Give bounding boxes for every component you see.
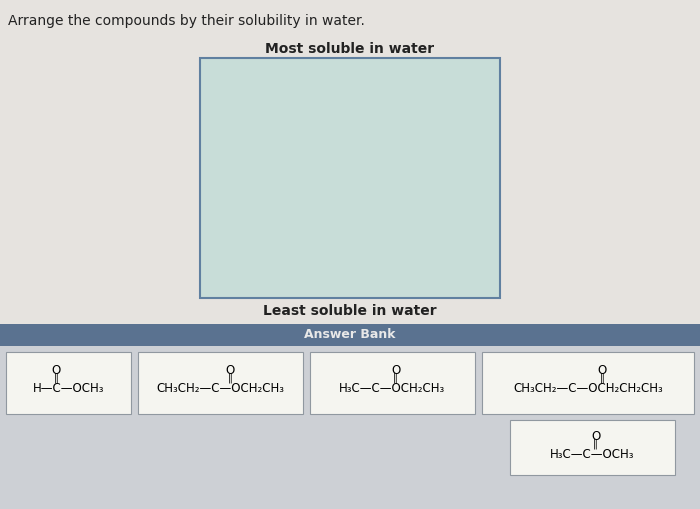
Bar	[6, 352, 131, 414]
Text: CH₃CH₂—C—OCH₂CH₃: CH₃CH₂—C—OCH₂CH₃	[157, 382, 284, 395]
Text: Least soluble in water: Least soluble in water	[263, 304, 437, 318]
Bar	[138, 352, 303, 414]
Bar	[0, 324, 700, 346]
Text: CH₃CH₂—C—OCH₂CH₂CH₃: CH₃CH₂—C—OCH₂CH₂CH₃	[513, 382, 663, 395]
Text: O: O	[226, 363, 235, 377]
Text: ‖: ‖	[593, 438, 598, 449]
Text: Most soluble in water: Most soluble in water	[265, 42, 435, 56]
Text: O: O	[52, 363, 61, 377]
Bar	[310, 352, 475, 414]
Text: O: O	[591, 430, 600, 443]
Text: H₃C—C—OCH₃: H₃C—C—OCH₃	[550, 448, 635, 461]
Text: H—C—OCH₃: H—C—OCH₃	[33, 382, 104, 395]
Text: ‖: ‖	[393, 373, 398, 383]
Text: Arrange the compounds by their solubility in water.: Arrange the compounds by their solubilit…	[8, 14, 365, 28]
Text: ‖: ‖	[600, 373, 604, 383]
Bar	[510, 420, 675, 475]
Bar	[0, 346, 700, 509]
Text: H₃C—C—OCH₂CH₃: H₃C—C—OCH₂CH₃	[340, 382, 446, 395]
Text: O: O	[391, 363, 400, 377]
Text: Answer Bank: Answer Bank	[304, 328, 395, 342]
Bar	[200, 58, 500, 298]
Text: ‖: ‖	[54, 373, 59, 383]
Bar	[482, 352, 694, 414]
Text: O: O	[597, 363, 607, 377]
Text: ‖: ‖	[228, 373, 233, 383]
